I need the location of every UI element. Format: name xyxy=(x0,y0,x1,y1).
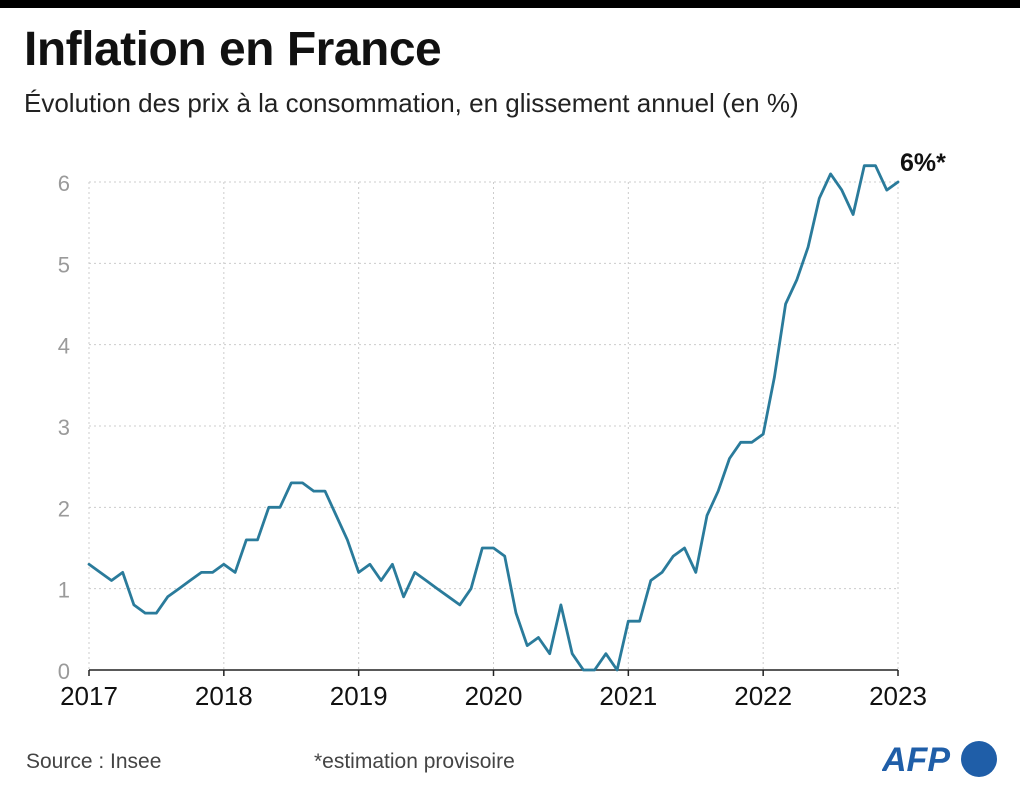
y-tick-label: 2 xyxy=(58,496,70,521)
y-tick-label: 1 xyxy=(58,578,70,603)
source-note: Source : Insee xyxy=(26,750,162,773)
afp-logo-circle xyxy=(961,741,997,777)
page-subtitle: Évolution des prix à la consommation, en… xyxy=(24,88,799,118)
x-tick-label: 2022 xyxy=(734,681,792,711)
y-axis-ticks: 0 1 2 3 4 5 6 xyxy=(58,171,70,684)
x-tick-label: 2020 xyxy=(465,681,523,711)
inflation-series-line xyxy=(87,164,900,672)
grid-lines xyxy=(88,181,899,670)
y-tick-label: 4 xyxy=(58,334,70,359)
x-tick-label: 2023 xyxy=(869,681,927,711)
series-group xyxy=(87,164,900,672)
x-tick-label: 2021 xyxy=(599,681,657,711)
x-tick-label: 2018 xyxy=(195,681,253,711)
y-tick-label: 0 xyxy=(58,659,70,684)
y-tick-label: 5 xyxy=(58,252,70,277)
top-rule xyxy=(0,0,1020,8)
page-title: Inflation en France xyxy=(24,23,442,76)
x-tick-label: 2019 xyxy=(330,681,388,711)
y-tick-label: 3 xyxy=(58,415,70,440)
afp-logo-text: AFP xyxy=(882,741,950,779)
x-axis-ticks: 2017 2018 2019 2020 2021 2022 2023 xyxy=(60,670,927,711)
y-tick-label: 6 xyxy=(58,171,70,196)
x-tick-label: 2017 xyxy=(60,681,118,711)
afp-logo: AFP xyxy=(881,738,1000,780)
annotations: 6%* xyxy=(900,149,946,177)
estimate-footnote: *estimation provisoire xyxy=(314,750,515,773)
last-value-label: 6%* xyxy=(900,149,946,177)
